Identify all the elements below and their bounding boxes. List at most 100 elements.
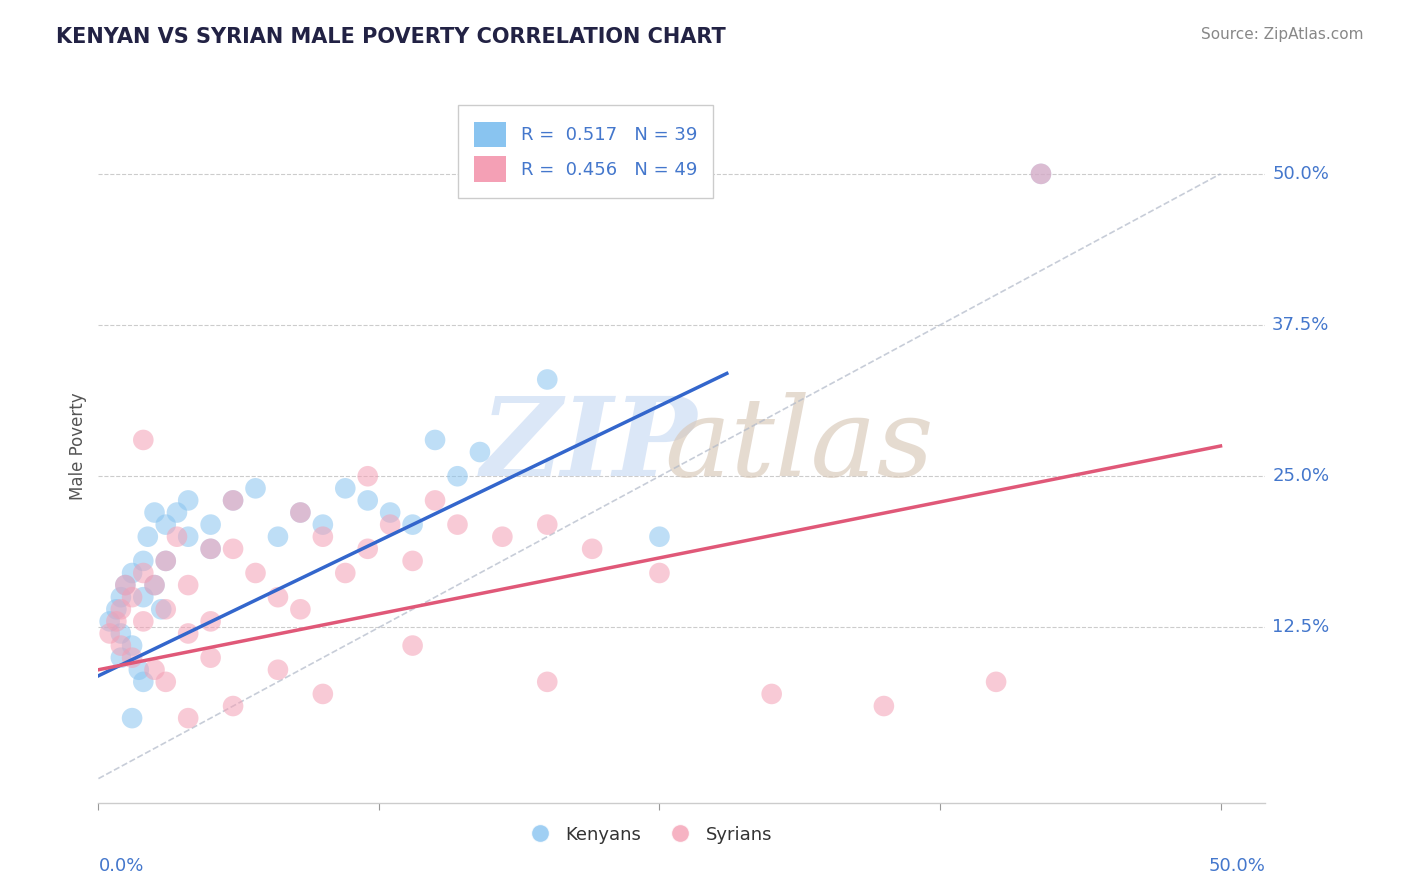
Point — [114, 578, 136, 592]
Point — [1029, 167, 1052, 181]
Point — [222, 493, 245, 508]
Point — [267, 590, 290, 604]
Text: ZIP: ZIP — [481, 392, 697, 500]
Point — [121, 639, 143, 653]
Point — [166, 530, 188, 544]
Point — [132, 615, 155, 629]
Point — [423, 493, 446, 508]
Point — [380, 506, 402, 520]
Point — [290, 506, 312, 520]
Point — [110, 602, 132, 616]
Point — [155, 674, 177, 689]
Point — [110, 650, 132, 665]
Point — [128, 663, 150, 677]
Point — [98, 626, 121, 640]
Legend: Kenyans, Syrians: Kenyans, Syrians — [515, 819, 779, 851]
Point — [648, 566, 671, 580]
Point — [121, 650, 143, 665]
Point — [401, 554, 423, 568]
Point — [222, 493, 245, 508]
Point — [132, 590, 155, 604]
Y-axis label: Male Poverty: Male Poverty — [69, 392, 87, 500]
Point — [132, 674, 155, 689]
Point — [245, 481, 267, 495]
Text: 12.5%: 12.5% — [1272, 618, 1330, 636]
Point — [267, 663, 290, 677]
Point — [200, 541, 222, 556]
Point — [491, 530, 513, 544]
Point — [335, 481, 357, 495]
Text: KENYAN VS SYRIAN MALE POVERTY CORRELATION CHART: KENYAN VS SYRIAN MALE POVERTY CORRELATIO… — [56, 27, 725, 46]
Point — [143, 578, 166, 592]
Point — [423, 433, 446, 447]
Point — [155, 602, 177, 616]
Text: Source: ZipAtlas.com: Source: ZipAtlas.com — [1201, 27, 1364, 42]
Text: atlas: atlas — [664, 392, 934, 500]
Text: 50.0%: 50.0% — [1272, 165, 1329, 183]
Point — [132, 566, 155, 580]
Point — [446, 469, 468, 483]
Text: 0.0%: 0.0% — [98, 857, 143, 875]
Point — [357, 541, 380, 556]
Point — [155, 517, 177, 532]
Point — [401, 639, 423, 653]
Point — [155, 554, 177, 568]
Point — [132, 554, 155, 568]
Point — [177, 578, 200, 592]
Point — [143, 506, 166, 520]
Point — [121, 711, 143, 725]
Point — [536, 372, 558, 386]
Point — [222, 541, 245, 556]
Point — [536, 674, 558, 689]
Point — [984, 674, 1007, 689]
Point — [312, 517, 335, 532]
Point — [166, 506, 188, 520]
Point — [401, 517, 423, 532]
Point — [200, 615, 222, 629]
Point — [143, 578, 166, 592]
Point — [105, 615, 128, 629]
Point — [105, 602, 128, 616]
Point — [290, 506, 312, 520]
Point — [290, 602, 312, 616]
Point — [136, 530, 159, 544]
Point — [222, 699, 245, 714]
Point — [132, 433, 155, 447]
Point — [1029, 167, 1052, 181]
Point — [357, 493, 380, 508]
Point — [648, 530, 671, 544]
Point — [110, 590, 132, 604]
Point — [200, 517, 222, 532]
Point — [761, 687, 783, 701]
Point — [177, 711, 200, 725]
Point — [312, 687, 335, 701]
Point — [143, 663, 166, 677]
Text: 37.5%: 37.5% — [1272, 316, 1330, 334]
Point — [335, 566, 357, 580]
Point — [110, 639, 132, 653]
Point — [267, 530, 290, 544]
Point — [380, 517, 402, 532]
Point — [200, 541, 222, 556]
Text: 50.0%: 50.0% — [1209, 857, 1265, 875]
Point — [177, 493, 200, 508]
Point — [245, 566, 267, 580]
Point — [177, 530, 200, 544]
Point — [446, 517, 468, 532]
Text: 25.0%: 25.0% — [1272, 467, 1329, 485]
Point — [581, 541, 603, 556]
Point — [357, 469, 380, 483]
Point — [155, 554, 177, 568]
Point — [150, 602, 173, 616]
Point — [121, 566, 143, 580]
Point — [110, 626, 132, 640]
Point — [312, 530, 335, 544]
Point — [468, 445, 491, 459]
Point — [200, 650, 222, 665]
Point — [177, 626, 200, 640]
Point — [98, 615, 121, 629]
Point — [536, 517, 558, 532]
Point — [121, 590, 143, 604]
Point — [114, 578, 136, 592]
Point — [873, 699, 896, 714]
